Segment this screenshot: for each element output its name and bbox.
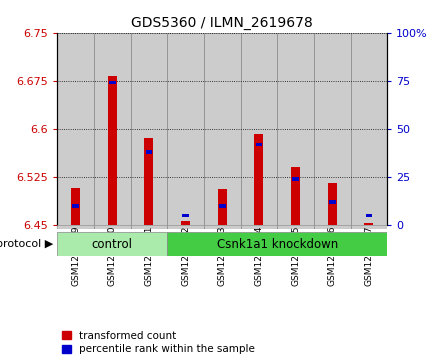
- Bar: [277, 33, 314, 225]
- Bar: [218, 188, 227, 225]
- Bar: [57, 232, 167, 256]
- Bar: [364, 223, 374, 225]
- Bar: [256, 143, 262, 146]
- Bar: [167, 33, 204, 225]
- Bar: [181, 221, 190, 225]
- Bar: [254, 134, 264, 225]
- Bar: [57, 225, 94, 229]
- Bar: [71, 188, 80, 225]
- Bar: [108, 76, 117, 225]
- Bar: [314, 33, 351, 225]
- Bar: [314, 225, 351, 229]
- Text: GSM1278260: GSM1278260: [108, 225, 117, 286]
- Bar: [329, 200, 336, 204]
- Text: protocol ▶: protocol ▶: [0, 239, 53, 249]
- Text: GSM1278259: GSM1278259: [71, 225, 80, 286]
- Text: GSM1278261: GSM1278261: [144, 225, 154, 286]
- Bar: [292, 177, 299, 181]
- Bar: [167, 232, 387, 256]
- Bar: [182, 214, 189, 217]
- Bar: [351, 33, 387, 225]
- Bar: [204, 33, 241, 225]
- Bar: [167, 225, 204, 229]
- Bar: [351, 225, 387, 229]
- Bar: [57, 33, 94, 225]
- Bar: [72, 204, 79, 208]
- Bar: [241, 33, 277, 225]
- Bar: [277, 225, 314, 229]
- Bar: [144, 139, 154, 225]
- Text: GSM1278264: GSM1278264: [254, 225, 264, 286]
- Text: Csnk1a1 knockdown: Csnk1a1 knockdown: [216, 238, 338, 250]
- Bar: [241, 225, 277, 229]
- Bar: [109, 81, 116, 85]
- Bar: [131, 225, 167, 229]
- Bar: [94, 225, 131, 229]
- Text: control: control: [92, 238, 133, 250]
- Bar: [146, 150, 152, 154]
- Bar: [291, 167, 300, 225]
- Title: GDS5360 / ILMN_2619678: GDS5360 / ILMN_2619678: [131, 16, 313, 30]
- Bar: [204, 225, 241, 229]
- Text: GSM1278262: GSM1278262: [181, 225, 190, 286]
- Bar: [366, 214, 372, 217]
- Bar: [219, 204, 226, 208]
- Text: GSM1278267: GSM1278267: [364, 225, 374, 286]
- Text: GSM1278265: GSM1278265: [291, 225, 300, 286]
- Text: GSM1278266: GSM1278266: [328, 225, 337, 286]
- Text: GSM1278263: GSM1278263: [218, 225, 227, 286]
- Legend: transformed count, percentile rank within the sample: transformed count, percentile rank withi…: [62, 331, 255, 354]
- Bar: [94, 33, 131, 225]
- Bar: [328, 183, 337, 225]
- Bar: [131, 33, 167, 225]
